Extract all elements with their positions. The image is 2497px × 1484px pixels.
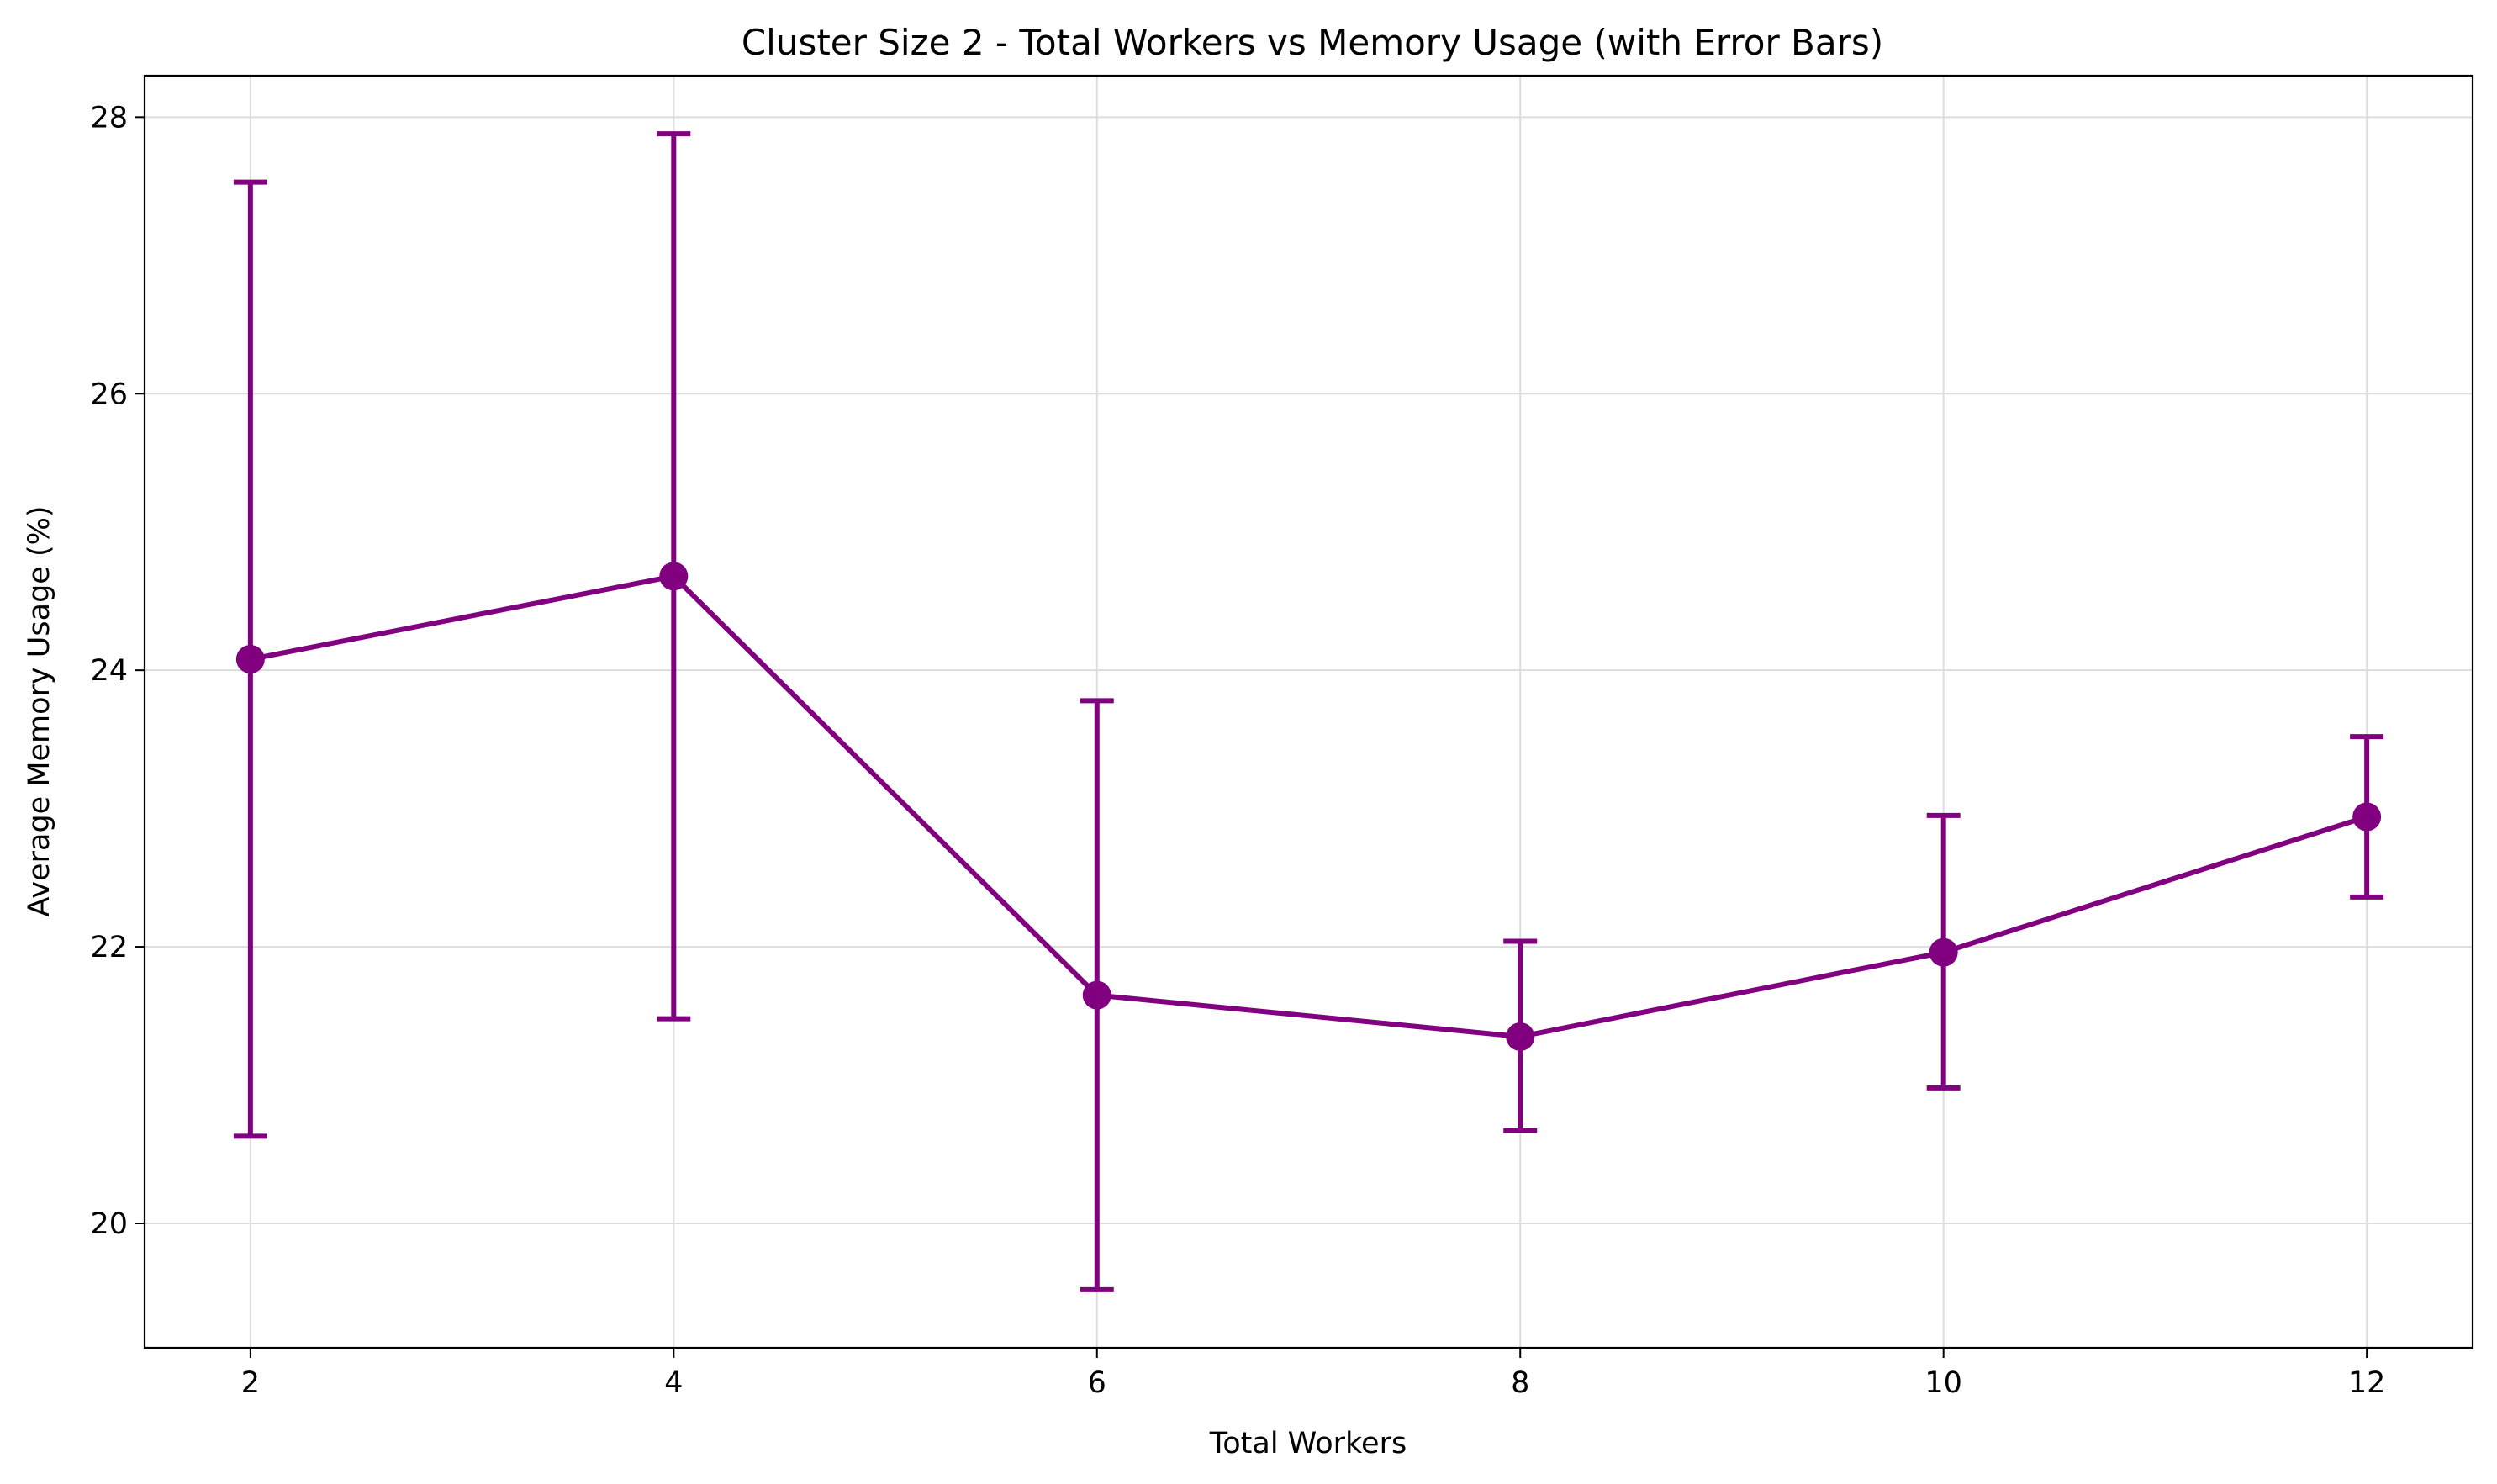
grid-lines bbox=[145, 76, 2473, 1348]
data-point bbox=[2352, 802, 2382, 832]
x-tick-label: 2 bbox=[241, 1366, 260, 1400]
y-tick-label: 24 bbox=[90, 654, 128, 688]
y-tick-label: 26 bbox=[90, 378, 128, 411]
data-point bbox=[1082, 980, 1111, 1010]
x-tick-label: 10 bbox=[1924, 1366, 1962, 1400]
data-point bbox=[1929, 937, 1958, 967]
x-tick-label: 8 bbox=[1511, 1366, 1529, 1400]
chart-title: Cluster Size 2 - Total Workers vs Memory… bbox=[742, 22, 1883, 63]
x-axis-label: Total Workers bbox=[1209, 1427, 1407, 1460]
plot-frame bbox=[143, 74, 2474, 1349]
x-tick-label: 6 bbox=[1088, 1366, 1106, 1400]
y-tick-label: 28 bbox=[90, 101, 128, 135]
data-point bbox=[659, 562, 689, 591]
series-layer bbox=[233, 131, 2384, 1292]
series-line bbox=[250, 573, 2368, 1039]
y-tick-label: 22 bbox=[90, 931, 128, 964]
data-point bbox=[1506, 1022, 1535, 1051]
data-point bbox=[235, 645, 265, 674]
y-axis-label: Average Memory Usage (%) bbox=[23, 505, 56, 916]
x-tick-label: 4 bbox=[664, 1366, 683, 1400]
y-tick-label: 20 bbox=[90, 1207, 128, 1241]
x-tick-label: 12 bbox=[2348, 1366, 2386, 1400]
